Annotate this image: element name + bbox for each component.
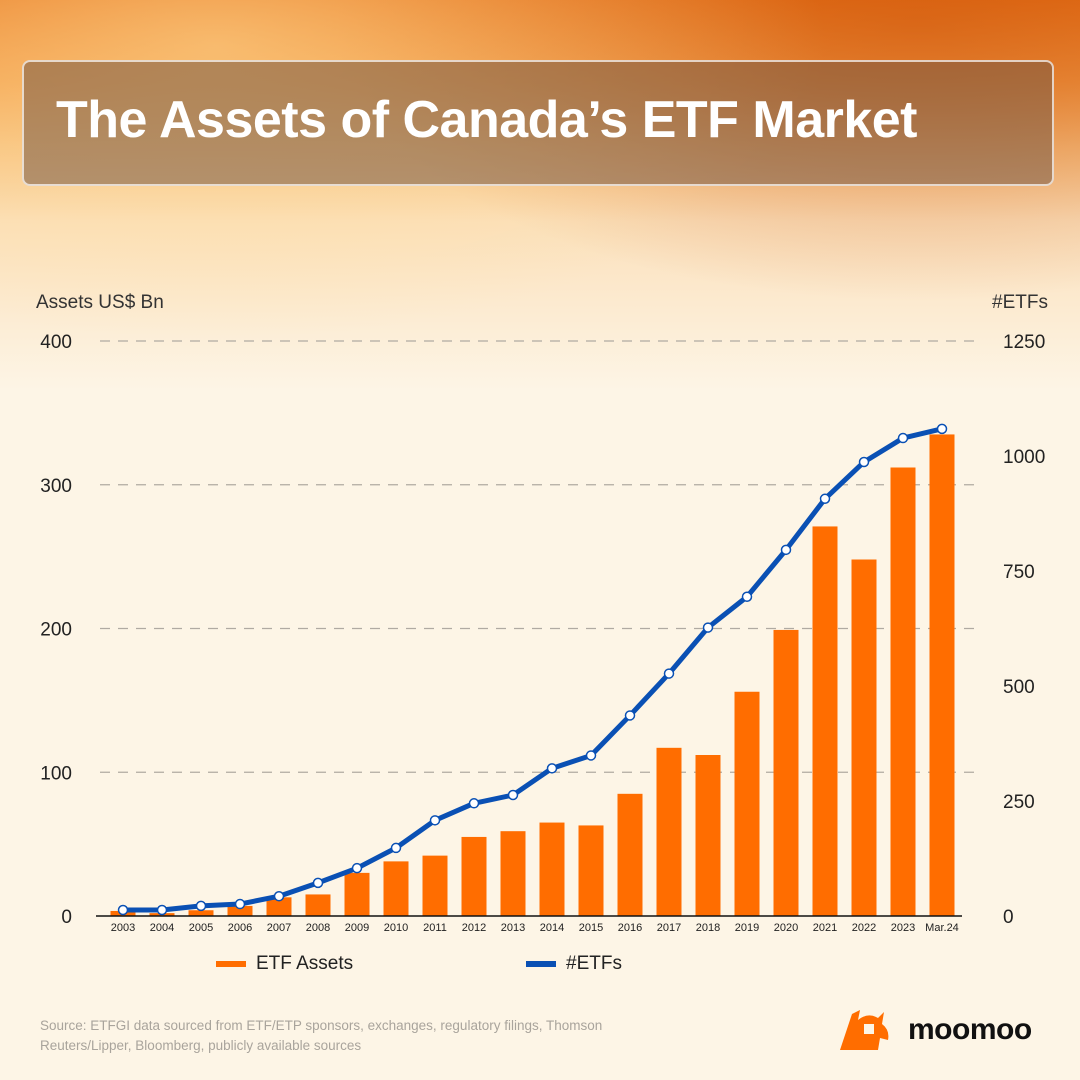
legend-swatch-bar [216,961,246,967]
line-point [234,898,246,910]
right-axis-title: #ETFs [992,292,1048,313]
x-tick: 2011 [423,922,447,934]
line-point [780,544,792,556]
bar [266,897,292,916]
bar [500,831,526,916]
line-point [117,904,129,916]
y-right-tick: 1250 [1003,332,1045,353]
line-point [312,877,324,889]
legend-swatch-line [526,961,556,967]
legend-label: #ETFs [566,953,622,974]
moomoo-bull-icon [840,1010,889,1050]
legend-label: ETF Assets [256,953,354,974]
bar [461,836,487,916]
line-point [741,591,753,603]
line-point [156,904,168,916]
bar [890,467,916,916]
y-left-tick: 0 [61,907,72,928]
x-tick: 2020 [774,922,798,934]
line-point [351,862,363,874]
line-point [390,842,402,854]
bar [305,894,331,916]
moomoo-logo: moomoo [838,1008,1032,1052]
source-note: Source: ETFGI data sourced from ETF/ETP … [40,1018,603,1053]
line-point [585,750,597,761]
bar [656,747,682,916]
etf-count-line [123,426,943,913]
x-tick: 2015 [579,922,603,934]
x-tick: 2012 [462,922,486,934]
legend-etf-assets: ETF Assets [216,953,353,975]
line-point [702,622,714,633]
x-tick: 2023 [891,922,915,934]
line-point [195,900,207,912]
y-right-tick: 250 [1003,792,1035,813]
y-left-tick: 400 [40,332,72,353]
x-tick: 2019 [735,922,759,934]
bar [695,755,721,916]
x-tick: 2016 [618,922,642,934]
x-tick: 2007 [267,922,291,934]
x-tick: 2013 [501,922,525,934]
y-right-tick: 0 [1003,907,1014,928]
y-right-tick: 750 [1003,562,1035,583]
bar [773,629,799,916]
left-axis-title: Assets US$ Bn [36,292,164,313]
x-tick: 2008 [306,922,330,934]
bar [422,855,448,916]
legend-etfs: #ETFs [526,953,622,975]
x-tick: 2006 [228,922,252,934]
line-point [819,493,831,505]
y-left-tick: 200 [40,620,72,641]
bar [383,861,409,916]
line-point [858,456,870,468]
x-tick: 2017 [657,922,681,934]
brand-name: moomoo [908,1013,1032,1046]
chart-title: The Assets of Canada’s ETF Market [56,91,918,149]
line-point [624,710,636,721]
x-tick: 2004 [150,922,174,934]
x-tick: 2014 [540,922,564,934]
title-banner: The Assets of Canada’s ETF Market [22,60,1054,186]
bar [578,825,604,916]
x-tick: Mar.24 [925,922,959,934]
bar [539,822,565,916]
x-tick: 2009 [345,922,369,934]
line-point [663,668,675,679]
bar [812,526,838,916]
bar [734,691,760,916]
x-tick: 2003 [111,922,135,934]
bar [851,559,877,916]
y-right-tick: 1000 [1003,447,1045,468]
x-tick: 2022 [852,922,876,934]
line-point [507,789,519,801]
y-right-tick: 500 [1003,677,1035,698]
line-point [429,815,441,826]
bar [188,910,214,916]
line-point [273,890,285,902]
x-tick: 2021 [813,922,837,934]
line-point [468,798,480,809]
line-point [936,423,948,435]
y-left-tick: 100 [40,763,72,784]
bar [617,793,643,916]
line-point [897,432,909,444]
y-left-tick: 300 [40,476,72,497]
bar [227,905,253,916]
line-point [546,763,558,774]
bar [929,434,955,916]
x-tick: 2005 [189,922,213,934]
x-tick: 2018 [696,922,720,934]
x-tick: 2010 [384,922,408,934]
bar [344,872,370,916]
